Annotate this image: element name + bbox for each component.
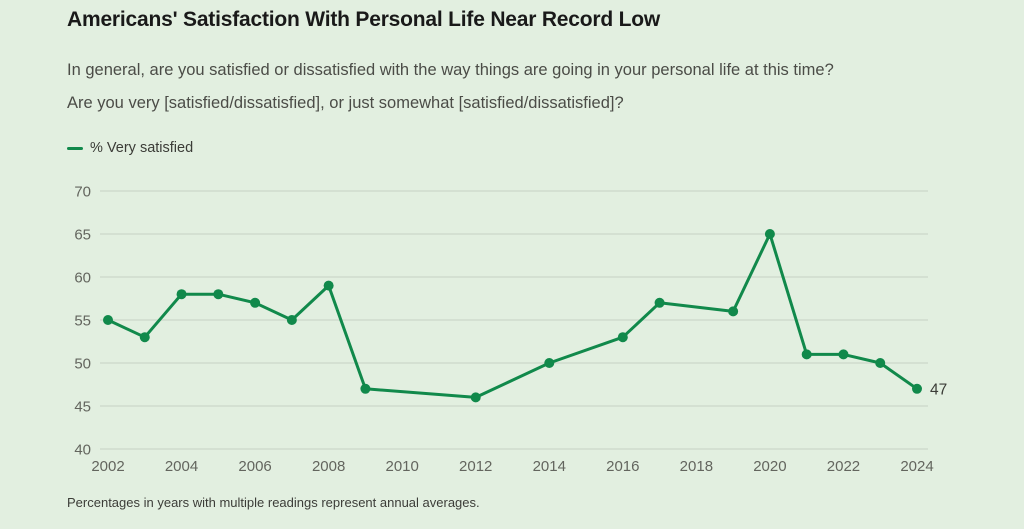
data-point <box>470 392 481 403</box>
data-point <box>801 349 812 360</box>
x-axis-label: 2022 <box>827 458 860 475</box>
data-point <box>103 315 113 325</box>
x-axis-label: 2002 <box>91 458 124 475</box>
legend-label: % Very satisfied <box>90 140 194 156</box>
x-axis-label: 2004 <box>165 458 198 475</box>
data-point <box>728 306 739 317</box>
data-point <box>838 349 849 360</box>
chart-title: Americans' Satisfaction With Personal Li… <box>67 8 661 31</box>
data-point <box>250 297 261 308</box>
data-point <box>617 332 628 343</box>
x-axis-label: 2016 <box>606 458 639 475</box>
legend: % Very satisfied <box>67 139 193 157</box>
x-axis-label: 2012 <box>459 458 492 475</box>
y-axis-label: 60 <box>74 270 91 287</box>
last-value-label: 47 <box>930 381 947 398</box>
y-axis-label: 65 <box>74 227 91 244</box>
data-point <box>875 358 886 368</box>
chart-subtitle-line1: In general, are you satisfied or dissati… <box>67 61 834 79</box>
x-axis-label: 2008 <box>312 458 345 475</box>
y-axis-label: 45 <box>74 399 91 416</box>
data-point <box>139 332 150 343</box>
y-axis-label: 70 <box>74 184 91 201</box>
data-point <box>912 383 922 394</box>
data-point <box>323 280 334 291</box>
x-axis-label: 2020 <box>753 458 786 475</box>
y-axis-label: 50 <box>74 356 91 373</box>
data-point <box>544 358 555 368</box>
line-chart: 40 45 50 55 60 65 70 2002 2004 2006 2008 2010 2012 20… <box>74 184 947 476</box>
data-point <box>176 289 187 300</box>
data-point <box>213 289 224 300</box>
data-point <box>654 297 665 308</box>
y-axis-label: 40 <box>74 442 91 459</box>
x-axis-label: 2024 <box>900 458 933 475</box>
legend-line-icon <box>67 146 83 150</box>
data-point <box>286 315 297 325</box>
x-axis-label: 2014 <box>533 458 566 475</box>
chart-subtitle: In general, are you satisfied or dissati… <box>67 54 834 120</box>
y-axis-label: 55 <box>74 313 91 330</box>
trend-line <box>106 232 919 399</box>
chart-subtitle-line2: Are you very [satisfied/dissatisfied], o… <box>67 94 624 112</box>
x-axis-label: 2006 <box>238 458 271 475</box>
x-axis-label: 2018 <box>680 458 713 475</box>
x-axis-label: 2010 <box>385 458 418 475</box>
data-point <box>360 383 371 394</box>
chart-footnote: Percentages in years with multiple readi… <box>67 495 480 510</box>
data-point <box>764 229 775 239</box>
